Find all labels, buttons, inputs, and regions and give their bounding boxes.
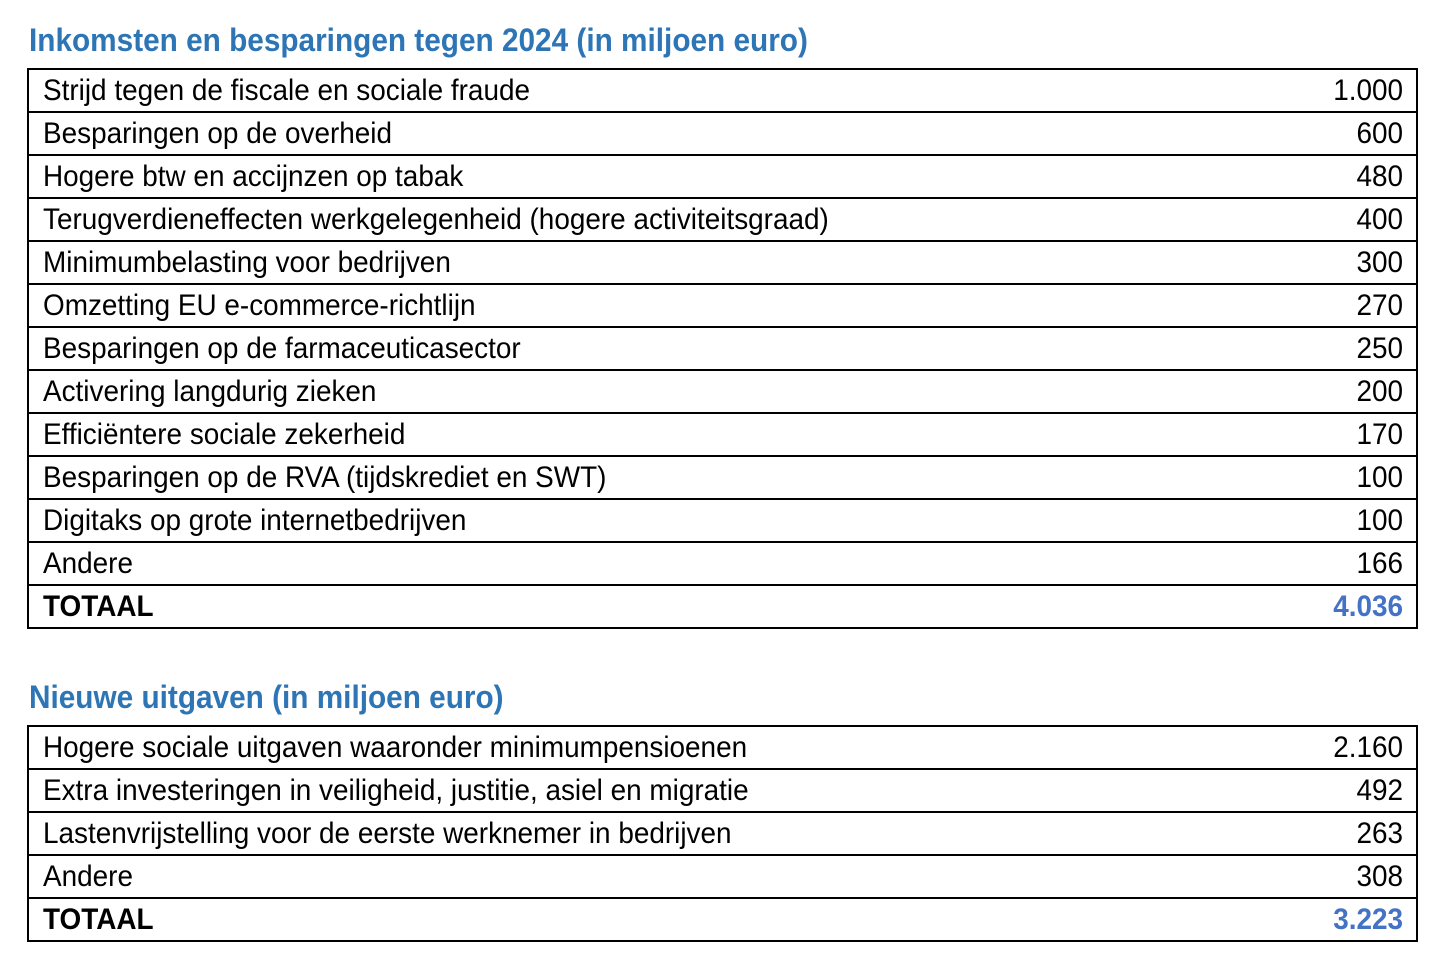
table-row: Minimumbelasting voor bedrijven 300 — [29, 242, 1416, 285]
row-label: Minimumbelasting voor bedrijven — [43, 245, 451, 279]
table-row: Andere 166 — [29, 543, 1416, 586]
income-section-title: Inkomsten en besparingen tegen 2024 (in … — [29, 22, 1418, 59]
table-row: Strijd tegen de fiscale en sociale fraud… — [29, 70, 1416, 113]
row-value: 2.160 — [1333, 730, 1403, 764]
row-value: 308 — [1356, 859, 1403, 893]
expenses-section-title-text: Nieuwe uitgaven (in miljoen euro) — [29, 679, 504, 715]
expenses-section-title: Nieuwe uitgaven (in miljoen euro) — [29, 679, 1418, 716]
table-row: Activering langdurig zieken 200 — [29, 371, 1416, 414]
row-label: Andere — [43, 546, 133, 580]
table-row: Besparingen op de overheid 600 — [29, 113, 1416, 156]
income-table: Strijd tegen de fiscale en sociale fraud… — [27, 68, 1418, 629]
row-label: Terugverdieneffecten werkgelegenheid (ho… — [43, 202, 829, 236]
row-label: Hogere sociale uitgaven waaronder minimu… — [43, 730, 748, 764]
row-value: 270 — [1356, 288, 1403, 322]
total-row-value: 4.036 — [1333, 589, 1403, 623]
row-label: Digitaks op grote internetbedrijven — [43, 503, 467, 537]
row-label: Lastenvrijstelling voor de eerste werkne… — [43, 816, 732, 850]
row-value: 100 — [1356, 460, 1403, 494]
row-value: 400 — [1356, 202, 1403, 236]
row-label: Hogere btw en accijnzen op tabak — [43, 159, 464, 193]
total-row-label: TOTAAL — [43, 589, 154, 623]
table-row: Lastenvrijstelling voor de eerste werkne… — [29, 813, 1416, 856]
row-label: Omzetting EU e-commerce-richtlijn — [43, 288, 476, 322]
row-value: 492 — [1356, 773, 1403, 807]
document-page: Inkomsten en besparingen tegen 2024 (in … — [27, 22, 1418, 942]
row-value: 200 — [1356, 374, 1403, 408]
row-label: Strijd tegen de fiscale en sociale fraud… — [43, 73, 531, 107]
row-label: Efficiëntere sociale zekerheid — [43, 417, 406, 451]
row-label: Besparingen op de farmaceuticasector — [43, 331, 521, 365]
row-value: 480 — [1356, 159, 1403, 193]
table-row: Besparingen op de farmaceuticasector 250 — [29, 328, 1416, 371]
table-row: Extra investeringen in veiligheid, justi… — [29, 770, 1416, 813]
table-row: Hogere btw en accijnzen op tabak 480 — [29, 156, 1416, 199]
row-label: Besparingen op de overheid — [43, 116, 393, 150]
section-divider-space — [27, 629, 1418, 679]
table-row: Besparingen op de RVA (tijdskrediet en S… — [29, 457, 1416, 500]
income-section-title-text: Inkomsten en besparingen tegen 2024 (in … — [29, 22, 808, 58]
row-value: 170 — [1356, 417, 1403, 451]
row-label: Besparingen op de RVA (tijdskrediet en S… — [43, 460, 607, 494]
table-row: Terugverdieneffecten werkgelegenheid (ho… — [29, 199, 1416, 242]
row-label: Activering langdurig zieken — [43, 374, 377, 408]
row-value: 250 — [1356, 331, 1403, 365]
row-value: 263 — [1356, 816, 1403, 850]
total-row-label: TOTAAL — [43, 902, 154, 936]
table-row: Omzetting EU e-commerce-richtlijn 270 — [29, 285, 1416, 328]
row-label: Extra investeringen in veiligheid, justi… — [43, 773, 749, 807]
row-value: 100 — [1356, 503, 1403, 537]
total-row-value: 3.223 — [1333, 902, 1403, 936]
table-row: Hogere sociale uitgaven waaronder minimu… — [29, 727, 1416, 770]
table-row: Digitaks op grote internetbedrijven 100 — [29, 500, 1416, 543]
row-value: 600 — [1356, 116, 1403, 150]
row-value: 300 — [1356, 245, 1403, 279]
row-value: 166 — [1356, 546, 1403, 580]
row-value: 1.000 — [1333, 73, 1403, 107]
table-row: Andere 308 — [29, 856, 1416, 899]
row-label: Andere — [43, 859, 133, 893]
total-row: TOTAAL 3.223 — [29, 899, 1416, 940]
table-row: Efficiëntere sociale zekerheid 170 — [29, 414, 1416, 457]
expenses-table: Hogere sociale uitgaven waaronder minimu… — [27, 725, 1418, 942]
total-row: TOTAAL 4.036 — [29, 586, 1416, 627]
